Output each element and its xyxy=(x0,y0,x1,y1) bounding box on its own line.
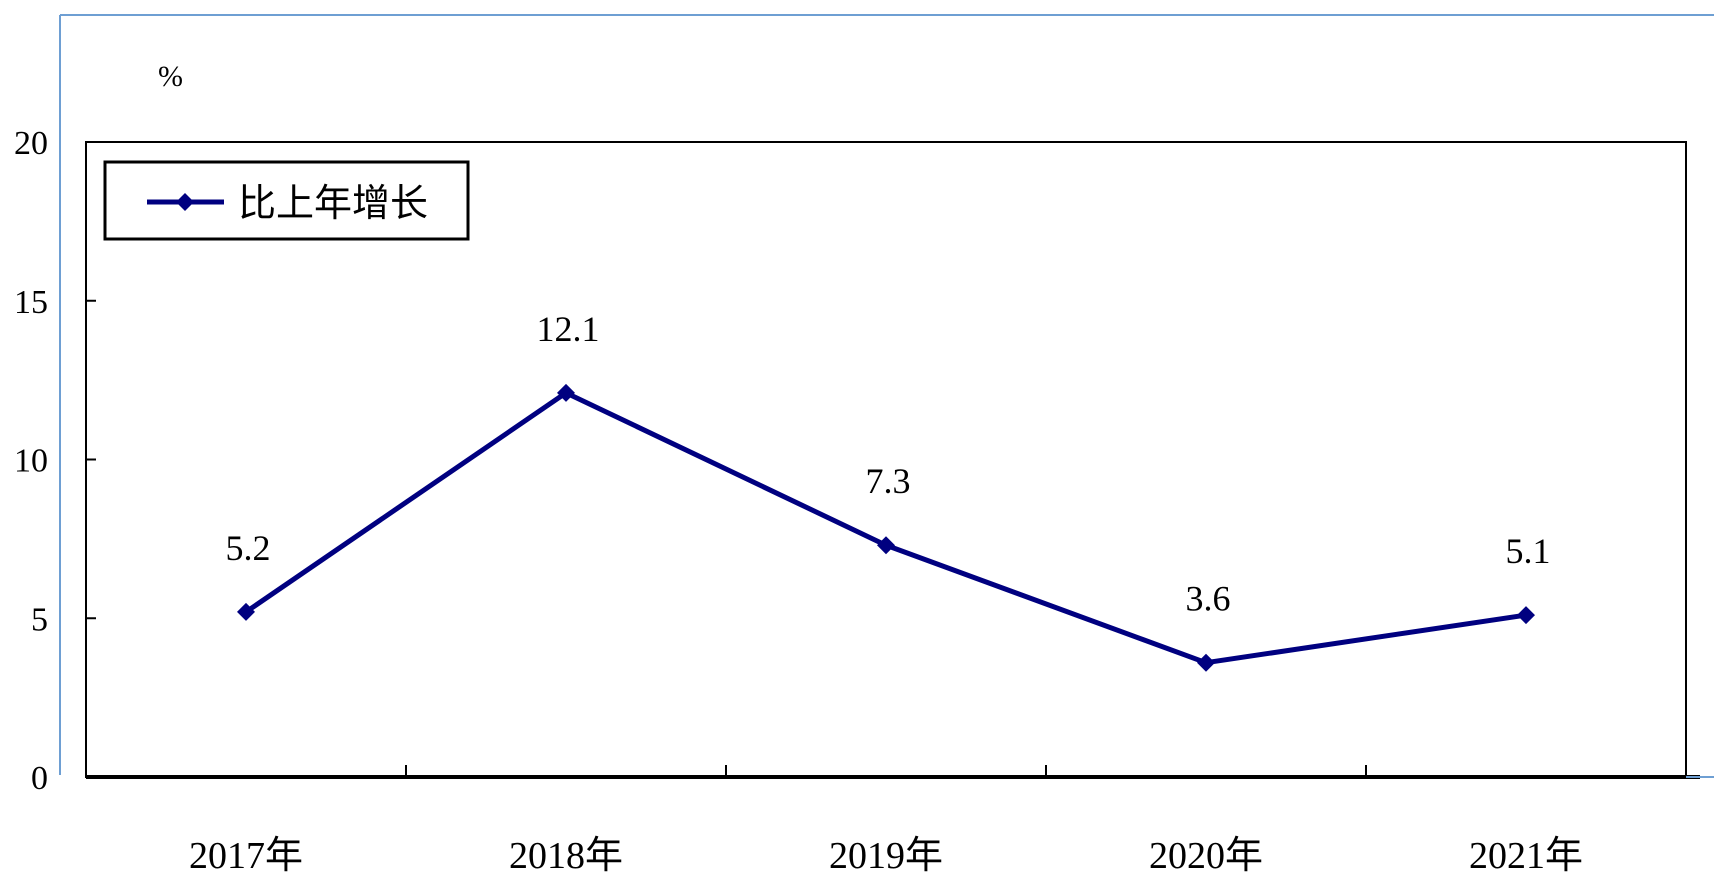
data-labels: 5.2 12.1 7.3 3.6 5.1 xyxy=(226,309,1551,619)
legend: 比上年增长 xyxy=(103,160,470,241)
data-label: 12.1 xyxy=(537,309,600,349)
y-tick-label: 0 xyxy=(31,760,48,797)
data-point-marker xyxy=(1197,653,1215,672)
data-point-marker xyxy=(1517,606,1535,625)
y-tick-label: 10 xyxy=(14,443,48,480)
data-label: 3.6 xyxy=(1186,579,1231,619)
y-tick-label: 15 xyxy=(14,284,48,321)
data-label: 5.2 xyxy=(226,528,271,568)
y-axis: 0 5 10 15 20 xyxy=(14,125,96,797)
y-tick-label: 20 xyxy=(14,125,48,162)
x-tick-label: 2018年 xyxy=(509,835,623,877)
data-label: 7.3 xyxy=(866,461,911,501)
series-group xyxy=(237,383,1535,672)
x-tick-label: 2017年 xyxy=(189,835,303,877)
legend-series-label: 比上年增长 xyxy=(238,181,428,225)
y-tick-label: 5 xyxy=(31,601,48,638)
data-point-marker xyxy=(237,602,255,621)
data-point-marker xyxy=(557,383,575,402)
data-label: 5.1 xyxy=(1506,531,1551,571)
y-unit-label: % xyxy=(158,60,183,93)
x-tick-label: 2020年 xyxy=(1149,835,1263,877)
data-point-marker xyxy=(877,536,895,555)
x-axis: 2017年 2018年 2019年 2020年 2021年 xyxy=(189,765,1583,877)
legend-marker-icon xyxy=(176,193,194,211)
x-tick-label: 2019年 xyxy=(829,835,943,877)
x-tick-label: 2021年 xyxy=(1469,835,1583,877)
